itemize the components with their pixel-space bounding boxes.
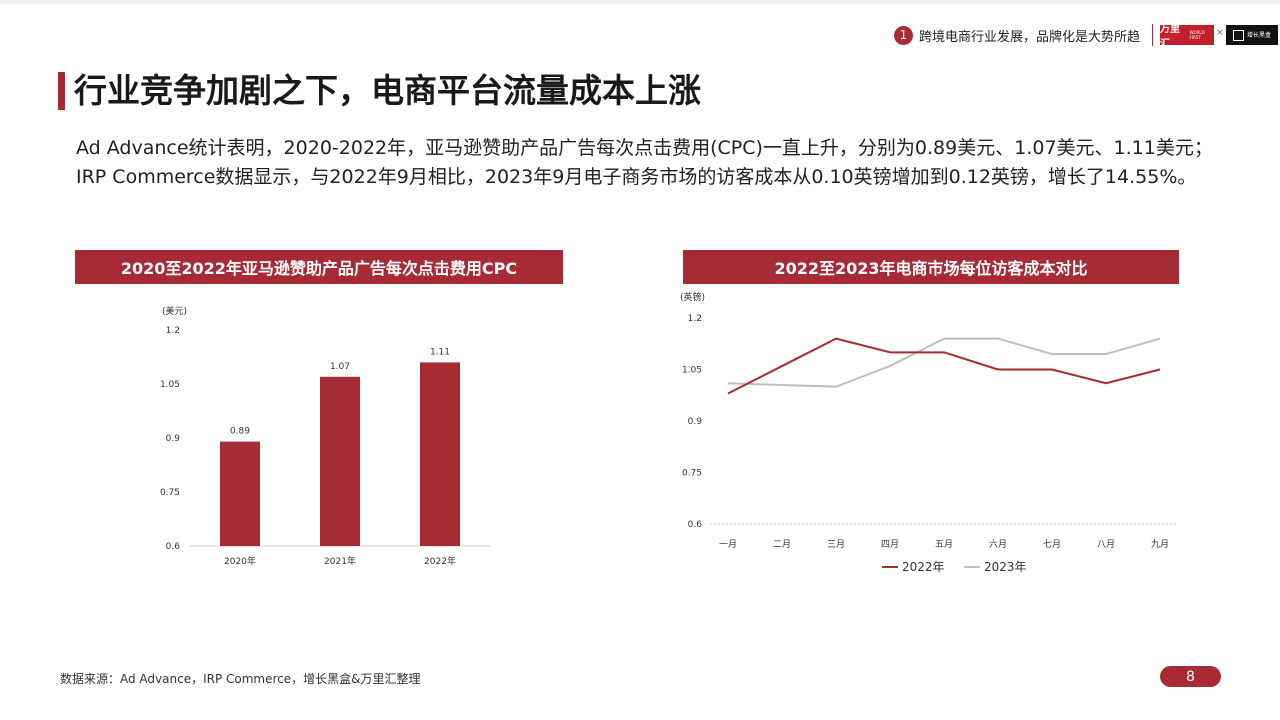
legend-label-2022年: 2022年 bbox=[902, 560, 945, 574]
blackbox-mark-icon bbox=[1232, 29, 1244, 41]
line-chart-x-tick: 七月 bbox=[1043, 539, 1061, 550]
bar-data-label: 0.89 bbox=[230, 427, 250, 437]
body-paragraph: Ad Advance统计表明，2020-2022年，亚马逊赞助产品广告每次点击费… bbox=[76, 137, 1213, 188]
line-chart-unit-label: (英镑) bbox=[680, 291, 705, 303]
worldfirst-logo-sub: WORLD FIRST bbox=[1189, 30, 1205, 40]
section-title: 跨境电商行业发展，品牌化是大势所趋 bbox=[919, 29, 1141, 45]
bar-2020年 bbox=[220, 441, 260, 546]
line-chart-x-tick: 八月 bbox=[1097, 539, 1115, 550]
line-chart: (英镑) 0.6 0.75 0.9 1.05 1.2 一月 二月 三月 四月 五月 六月 七月 八月 九月 2… bbox=[680, 291, 1178, 574]
bar-2022年 bbox=[420, 362, 460, 546]
line-chart-x-tick: 六月 bbox=[989, 538, 1007, 550]
bar-data-label: 1.07 bbox=[330, 362, 350, 372]
page-number: 8 bbox=[1160, 666, 1221, 687]
line-chart-y-tick: 1.05 bbox=[682, 366, 702, 376]
bar-chart-y-tick: 0.75 bbox=[160, 488, 180, 498]
bar-chart: (美元) 0.6 0.75 0.9 1.05 1.2 0.89 2020年 1.07 2021年 1… bbox=[160, 305, 490, 567]
line-chart-x-tick: 五月 bbox=[935, 539, 953, 550]
section-number-badge: 1 bbox=[894, 25, 913, 45]
bar-chart-title: 2020至2022年亚马逊赞助产品广告每次点击费用CPC bbox=[75, 250, 563, 284]
line-chart-x-tick: 九月 bbox=[1151, 539, 1169, 550]
bar-data-label: 1.11 bbox=[430, 347, 450, 357]
page-title: 行业竞争加剧之下，电商平台流量成本上涨 bbox=[74, 71, 701, 110]
logo-separator: × bbox=[1216, 28, 1224, 38]
bar-chart-y-tick: 1.05 bbox=[160, 380, 180, 390]
growth-blackbox-logo-text: 增长黑盒 bbox=[1246, 31, 1271, 39]
line-chart-x-tick: 三月 bbox=[827, 539, 845, 550]
bar-2021年 bbox=[320, 376, 360, 546]
title-accent-bar bbox=[58, 72, 65, 110]
bar-chart-unit-label: (美元) bbox=[162, 305, 187, 317]
line-chart-y-tick: 0.9 bbox=[688, 417, 703, 427]
top-bar bbox=[0, 0, 1280, 4]
line-chart-y-tick: 0.75 bbox=[682, 469, 702, 479]
line-chart-x-tick: 一月 bbox=[719, 539, 737, 550]
line-chart-y-tick: 0.6 bbox=[688, 520, 703, 530]
growth-blackbox-logo: 增长黑盒 bbox=[1226, 25, 1278, 45]
worldfirst-logo: 万里汇 WORLD FIRST bbox=[1160, 24, 1214, 50]
line-chart-x-tick: 四月 bbox=[881, 539, 899, 550]
worldfirst-logo-main: 万里汇 bbox=[1160, 24, 1180, 50]
line-chart-y-tick: 1.2 bbox=[688, 314, 702, 324]
bar-chart-y-tick: 0.9 bbox=[166, 434, 181, 444]
bar-chart-x-tick: 2020年 bbox=[224, 555, 256, 567]
line-chart-x-tick: 二月 bbox=[773, 539, 791, 550]
legend-label-2023年: 2023年 bbox=[984, 560, 1027, 574]
section-indicator: 1 跨境电商行业发展，品牌化是大势所趋 bbox=[894, 24, 1140, 46]
line-chart-title: 2022至2023年电商市场每位访客成本对比 bbox=[683, 250, 1179, 284]
bar-chart-x-tick: 2022年 bbox=[424, 555, 456, 567]
bar-chart-x-tick: 2021年 bbox=[324, 555, 356, 567]
header-divider bbox=[1152, 24, 1153, 46]
source-footnote: 数据来源：Ad Advance，IRP Commerce，增长黑盒&万里汇整理 bbox=[60, 672, 421, 686]
bar-chart-y-tick: 1.2 bbox=[166, 326, 180, 336]
bar-chart-y-tick: 0.6 bbox=[166, 542, 181, 552]
